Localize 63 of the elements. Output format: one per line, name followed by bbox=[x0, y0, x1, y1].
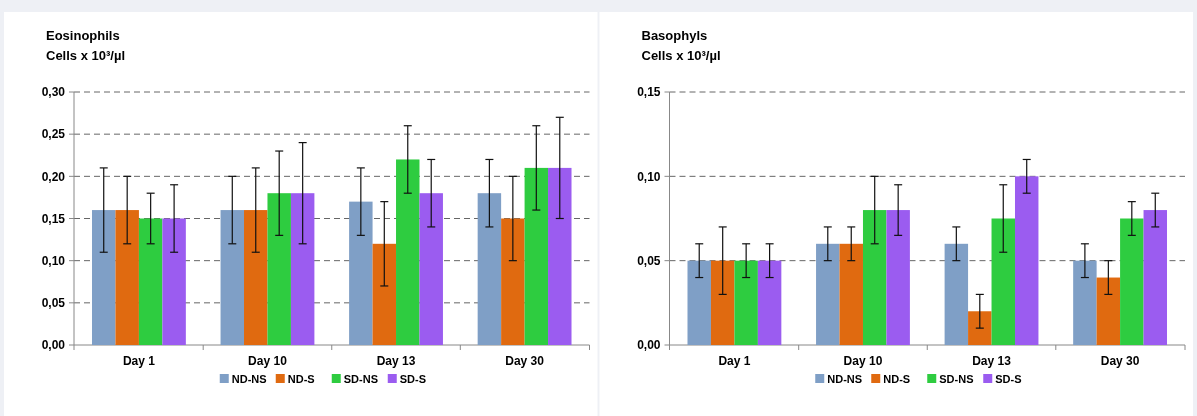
bar bbox=[548, 167, 572, 345]
chart-subtitle: Cells x 10³/µl bbox=[641, 48, 721, 63]
x-tick-label: Day 1 bbox=[718, 354, 751, 368]
legend-label: ND-S bbox=[287, 372, 315, 385]
y-tick-label: 0,10 bbox=[41, 253, 66, 268]
bar bbox=[734, 260, 758, 345]
bar bbox=[991, 218, 1015, 345]
bar bbox=[886, 210, 910, 345]
y-tick-label: 0,00 bbox=[41, 338, 66, 353]
x-tick-label: Day 30 bbox=[505, 354, 545, 368]
bar bbox=[1143, 210, 1167, 345]
bar bbox=[757, 260, 782, 345]
legend-label: SD-S bbox=[995, 372, 1022, 385]
chart-title: Eosinophils bbox=[46, 28, 120, 43]
bar bbox=[162, 218, 186, 345]
legend-label: SD-NS bbox=[939, 372, 974, 385]
bar bbox=[349, 201, 373, 345]
bar bbox=[290, 193, 315, 345]
bar bbox=[501, 218, 525, 345]
bar bbox=[1096, 277, 1121, 345]
y-tick-label: 0,20 bbox=[41, 169, 66, 184]
legend-label: ND-NS bbox=[231, 372, 267, 385]
y-tick-label: 0,00 bbox=[637, 338, 661, 353]
y-tick-label: 0,05 bbox=[41, 296, 66, 311]
bar bbox=[115, 210, 139, 345]
x-tick-label: Day 13 bbox=[376, 354, 416, 368]
bar bbox=[687, 260, 711, 345]
y-tick-label: 0,30 bbox=[41, 85, 66, 100]
bar bbox=[220, 210, 245, 345]
x-tick-label: Day 30 bbox=[1100, 354, 1140, 368]
bar bbox=[372, 243, 397, 345]
bar bbox=[839, 243, 863, 345]
legend-label: ND-S bbox=[883, 372, 911, 385]
bar bbox=[477, 193, 502, 345]
chart-subtitle: Cells x 10³/µl bbox=[46, 48, 126, 63]
y-tick-label: 0,15 bbox=[41, 211, 66, 226]
x-tick-label: Day 1 bbox=[122, 354, 156, 368]
bar bbox=[92, 210, 116, 345]
y-tick-label: 0,25 bbox=[41, 127, 66, 142]
x-tick-label: Day 10 bbox=[248, 354, 288, 368]
bar bbox=[419, 193, 443, 345]
legend-label: SD-S bbox=[399, 372, 427, 385]
bar bbox=[968, 311, 992, 345]
bar bbox=[710, 260, 735, 345]
legend-label: SD-NS bbox=[343, 372, 378, 385]
y-tick-label: 0,05 bbox=[637, 253, 661, 268]
bar bbox=[816, 243, 840, 345]
bar bbox=[944, 243, 969, 345]
bar bbox=[267, 193, 291, 345]
x-tick-label: Day 10 bbox=[843, 354, 883, 368]
bar bbox=[862, 210, 887, 345]
y-tick-label: 0,10 bbox=[637, 169, 661, 184]
bar bbox=[396, 159, 420, 345]
bar bbox=[138, 218, 163, 345]
bar bbox=[244, 210, 268, 345]
bar bbox=[1014, 176, 1039, 345]
bar bbox=[1073, 260, 1097, 345]
y-tick-label: 0,15 bbox=[637, 85, 661, 100]
legend-label: ND-NS bbox=[827, 372, 863, 385]
bar bbox=[1120, 218, 1144, 345]
chart-title: Basophyls bbox=[641, 28, 708, 43]
x-tick-label: Day 13 bbox=[972, 354, 1012, 368]
bar bbox=[524, 167, 549, 345]
